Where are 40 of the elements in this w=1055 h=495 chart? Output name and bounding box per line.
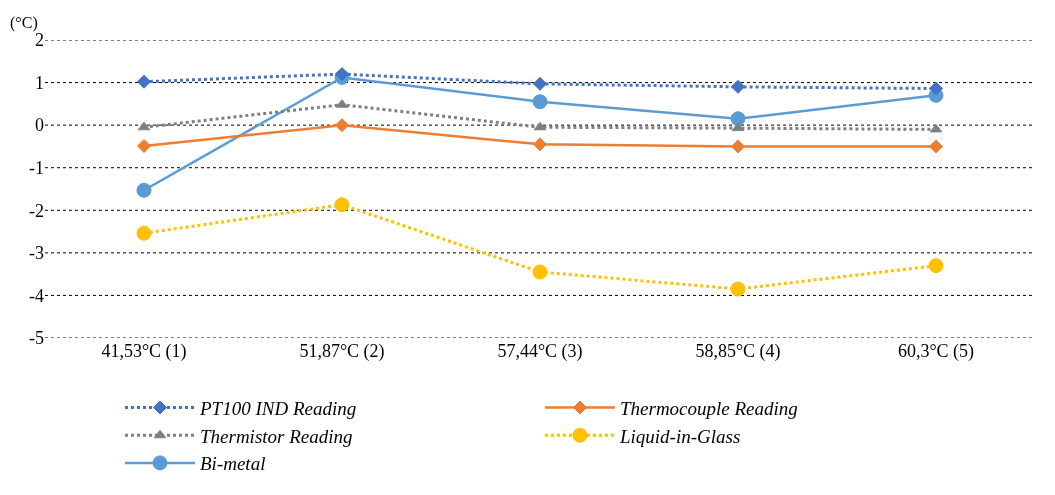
y-tick-label: 0 bbox=[35, 115, 44, 136]
point bbox=[533, 76, 547, 91]
point bbox=[928, 258, 944, 274]
point bbox=[137, 121, 151, 131]
point bbox=[136, 182, 152, 198]
y-tick-label: 1 bbox=[35, 72, 44, 93]
point bbox=[929, 139, 943, 154]
point bbox=[533, 121, 547, 131]
y-tick-label: 2 bbox=[35, 30, 44, 51]
point bbox=[731, 139, 745, 154]
point bbox=[730, 281, 746, 297]
point bbox=[730, 111, 746, 127]
point bbox=[929, 81, 943, 96]
point bbox=[334, 197, 350, 213]
x-tick-label: 57,44°C (3) bbox=[497, 341, 583, 362]
y-tick-label: -4 bbox=[29, 285, 44, 306]
x-tick-label: 41,53°C (1) bbox=[101, 341, 187, 362]
point bbox=[533, 137, 547, 152]
legend-label: PT100 IND Reading bbox=[199, 397, 357, 419]
legend-label: Thermistor Reading bbox=[200, 425, 353, 447]
y-tick-label: -1 bbox=[29, 158, 44, 179]
point bbox=[137, 74, 151, 89]
legend-label: Liquid-in-Glass bbox=[619, 425, 741, 447]
point bbox=[335, 118, 349, 133]
point bbox=[929, 123, 943, 133]
y-axis-title: (°C) bbox=[10, 14, 38, 32]
point bbox=[137, 139, 151, 153]
x-tick-label: 60,3°C (5) bbox=[897, 341, 975, 362]
point bbox=[532, 264, 548, 280]
point bbox=[532, 94, 548, 110]
point bbox=[136, 225, 152, 241]
point bbox=[731, 79, 745, 94]
x-tick-label: 58,85°C (4) bbox=[695, 341, 781, 362]
x-tick-label: 51,87°C (2) bbox=[299, 341, 385, 362]
y-tick-label: -2 bbox=[29, 200, 44, 221]
legend-label: Thermocouple Reading bbox=[620, 397, 798, 419]
y-tick-label: -5 bbox=[29, 328, 44, 349]
legend-label: Bi-metal bbox=[200, 453, 266, 475]
point bbox=[731, 122, 745, 132]
y-tick-label: -3 bbox=[29, 243, 44, 264]
